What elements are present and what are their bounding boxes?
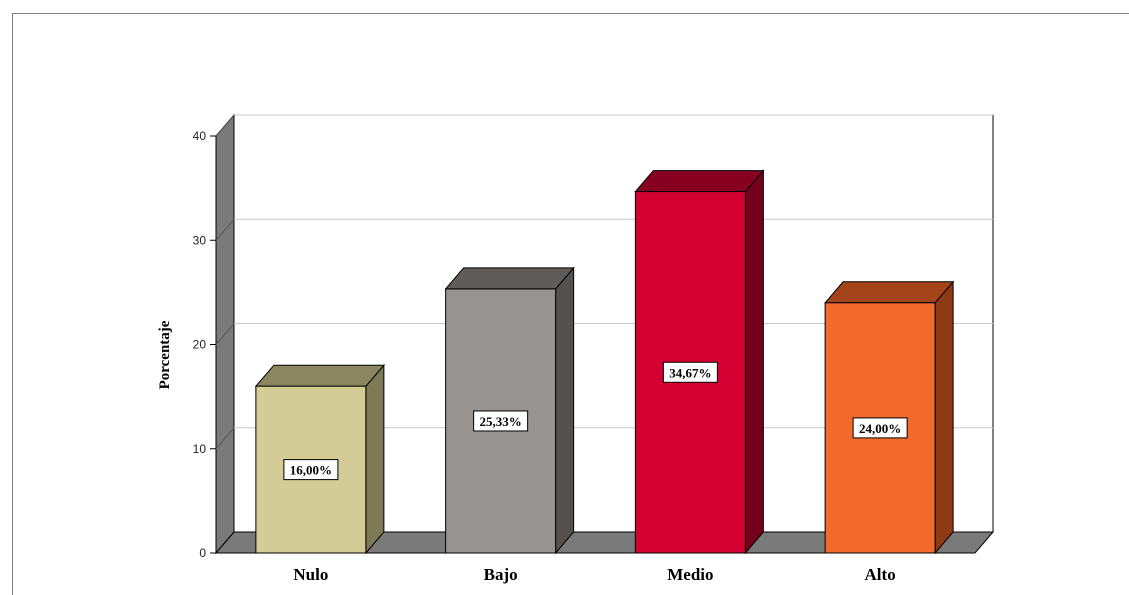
y-tick-label: 20 (193, 338, 207, 352)
y-tick-label: 10 (193, 442, 207, 456)
y-tick-label: 40 (193, 129, 207, 143)
data-label: 25,33% (480, 414, 522, 429)
gridline-wall (215, 218, 235, 241)
data-label-box (473, 410, 529, 432)
data-label: 34,67% (669, 365, 711, 380)
y-tick-label: 0 (199, 546, 206, 560)
bar-side (934, 280, 954, 555)
category-label: Bajo (484, 565, 518, 584)
bar-side (365, 363, 385, 555)
category-label: Alto (865, 565, 896, 584)
y-tick-label: 30 (193, 233, 207, 247)
category-label: Nulo (293, 565, 328, 584)
x-axis-categories: Nulo Bajo Medio Alto (293, 565, 895, 584)
bar-bajo: 25,33% (444, 266, 575, 555)
gridline-wall (215, 323, 235, 345)
data-label: 24,00% (859, 421, 901, 436)
bar-top (444, 267, 575, 290)
bar-top (254, 364, 385, 387)
bar-top (824, 281, 955, 304)
bars: 16,00% 25,33% 34,67% 24,00% (254, 169, 955, 555)
bar-side (744, 169, 764, 555)
bar-medio: 34,67% (634, 169, 765, 555)
y-axis-ticks: 0 10 20 30 40 (193, 129, 216, 560)
gridline-wall (215, 427, 235, 450)
gridline-wall (215, 114, 235, 137)
bar-side (555, 266, 575, 555)
data-label-box (662, 361, 718, 383)
category-label: Medio (667, 565, 713, 584)
bar-top (634, 170, 765, 193)
chart-frame (12, 13, 1129, 595)
data-label: 16,00% (290, 463, 332, 478)
bar-alto: 24,00% (824, 280, 955, 555)
y-axis-label: Porcentaje (157, 320, 173, 389)
data-label-box (283, 459, 339, 481)
data-label-box (852, 417, 908, 439)
bar-nulo: 16,00% (254, 363, 385, 555)
